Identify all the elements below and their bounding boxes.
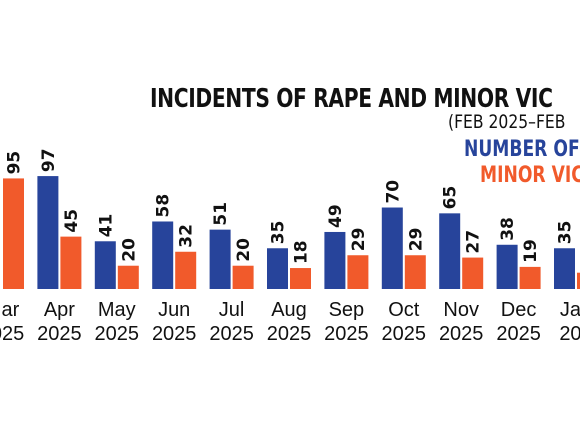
- x-tick-label-month: Mar: [0, 299, 20, 321]
- bar-number: [381, 207, 403, 289]
- data-label: 38: [498, 217, 518, 241]
- bar-minor: [462, 257, 484, 289]
- x-tick-label-month: Oct: [388, 299, 420, 321]
- data-label: 51: [211, 202, 231, 226]
- bar-number: [439, 213, 461, 289]
- legend-entry-minor: MINOR VIC: [480, 163, 580, 188]
- x-tick-label-year: 2025: [439, 323, 484, 345]
- bar-minor: [60, 236, 82, 289]
- data-label: 95: [5, 151, 25, 175]
- bar-minor: [347, 255, 369, 289]
- legend-entry-number: NUMBER OF: [464, 137, 580, 162]
- x-tick-label-year: 202: [559, 323, 580, 345]
- bar-minor: [232, 265, 254, 289]
- x-tick-label-year: 2025: [324, 323, 369, 345]
- x-tick-label-year: 2025: [95, 323, 140, 345]
- bar-number: [267, 248, 288, 289]
- x-tick-label-month: Jan: [560, 299, 580, 321]
- data-label: 45: [62, 209, 82, 233]
- chart-title: INCIDENTS OF RAPE AND MINOR VIC: [150, 84, 553, 114]
- data-label: 35: [556, 221, 576, 245]
- data-label: 35: [269, 221, 289, 245]
- data-label: 65: [441, 186, 461, 210]
- bar-minor: [519, 266, 541, 289]
- x-tick-label-year: 2025: [496, 323, 541, 345]
- data-label: 20: [119, 238, 139, 262]
- x-tick-label-month: Sep: [329, 299, 365, 321]
- x-tick-label-month: Jun: [158, 299, 190, 321]
- data-label: 58: [154, 194, 174, 218]
- data-label: 29: [406, 228, 426, 252]
- data-label: 97: [39, 148, 59, 172]
- bar-number: [554, 248, 575, 289]
- x-tick-label-year: 2025: [152, 323, 197, 345]
- data-label: 19: [521, 239, 541, 263]
- x-tick-label-year: 2025: [267, 323, 312, 345]
- x-tick-label-month: Aug: [271, 299, 307, 321]
- x-tick-label-year: 2025: [382, 323, 427, 345]
- x-tick-label-year: 2025: [37, 323, 82, 345]
- data-label: 70: [383, 180, 403, 204]
- bar-number: [496, 244, 518, 289]
- bar-minor: [175, 251, 197, 289]
- data-label: 29: [349, 228, 369, 252]
- data-label: 27: [464, 230, 484, 254]
- bar-number: [94, 241, 116, 289]
- data-label: 1: [579, 257, 580, 269]
- data-label: 41: [96, 214, 116, 238]
- bar-minor: [404, 255, 426, 289]
- bar-number: [324, 231, 346, 289]
- data-label: 32: [177, 224, 197, 248]
- data-label: 18: [292, 240, 312, 264]
- bar-number: [209, 229, 231, 289]
- bar-minor: [290, 268, 311, 289]
- x-tick-label-month: Apr: [44, 299, 75, 321]
- x-tick-label-month: Dec: [501, 299, 537, 321]
- x-tick-label-month: May: [98, 299, 136, 321]
- x-tick-label-month: Jul: [219, 299, 245, 321]
- bar-minor: [3, 178, 24, 289]
- x-tick-label-month: Nov: [443, 299, 479, 321]
- bar-minor: [117, 265, 139, 289]
- x-tick-label-year: 2025: [0, 323, 24, 345]
- data-label: 20: [234, 238, 254, 262]
- x-tick-label-year: 2025: [209, 323, 254, 345]
- bar-number: [152, 221, 174, 289]
- data-label: 49: [326, 204, 346, 228]
- chart-subtitle: (FEB 2025–FEB: [448, 111, 566, 133]
- bar-number: [37, 176, 59, 289]
- bar-minor: [577, 272, 580, 289]
